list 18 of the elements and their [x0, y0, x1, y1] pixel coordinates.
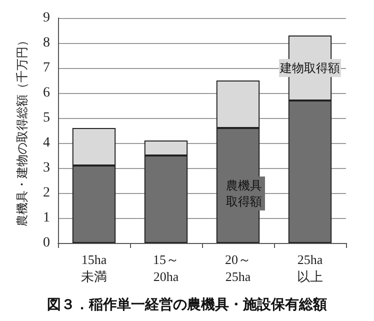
y-tick-label: 6	[43, 86, 50, 100]
text: 図３．稲作単一経営の農機具・施設保有総額	[47, 296, 327, 313]
series-label: 農機具取得額	[226, 178, 262, 208]
x-tick-label: 20～ 25ha	[225, 252, 251, 284]
y-tick-label: 8	[43, 36, 50, 50]
x-tick-label: 15～ 20ha	[153, 252, 179, 284]
y-tick-label: 0	[43, 236, 50, 250]
y-tick-label: 5	[43, 110, 50, 126]
y-tick-label: 3	[43, 160, 50, 176]
y-tick-label: 9	[43, 10, 50, 26]
y-tick-label: 7	[43, 60, 50, 76]
y-tick-label: 4	[43, 136, 50, 150]
y-tick-label: 1	[43, 210, 50, 226]
x-tick-label: 15ha 未満	[81, 252, 107, 284]
y-axis-title: 農機具・建物の取得総額（千万円）	[15, 34, 29, 226]
y-tick-label: 2	[43, 186, 50, 200]
series-label: 建物取得額	[279, 61, 340, 75]
x-tick-label: 25ha 以上	[297, 252, 323, 284]
